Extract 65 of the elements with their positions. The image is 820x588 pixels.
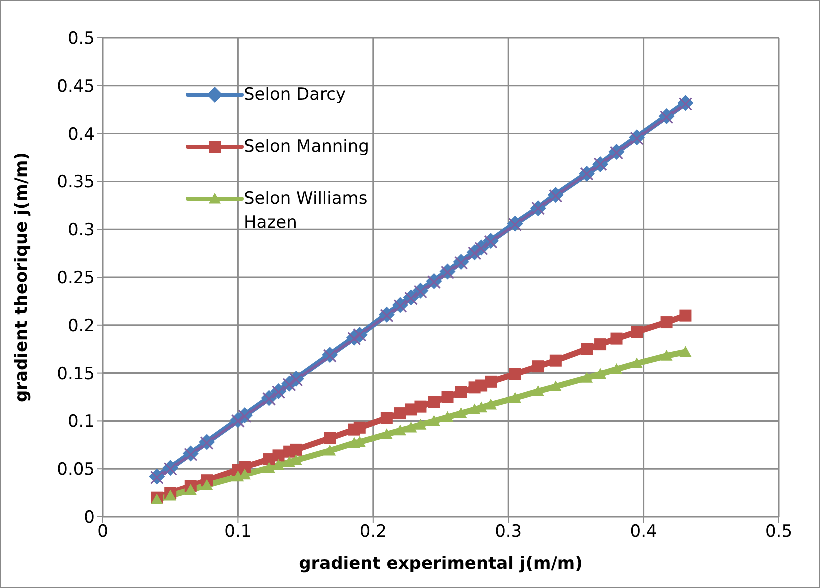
y-tick-label: 0.1 — [68, 412, 95, 432]
y-tick-label: 0.3 — [68, 220, 95, 241]
y-tick-label: 0.2 — [68, 316, 95, 336]
x-tick-label: 0.3 — [495, 522, 522, 542]
legend-label: Selon Williams Hazen — [244, 188, 369, 235]
point — [455, 408, 468, 418]
point — [324, 444, 336, 456]
point — [660, 350, 673, 361]
legend-label: Selon Darcy — [244, 84, 348, 107]
x-tick-label: 0.2 — [360, 522, 387, 542]
point — [594, 368, 607, 380]
point — [631, 326, 644, 338]
point — [610, 332, 623, 345]
y-tick-label: 0.25 — [57, 268, 95, 289]
point — [263, 462, 276, 473]
y-tick-label: 0.5 — [68, 29, 95, 50]
point — [485, 376, 498, 388]
point — [380, 428, 393, 440]
point — [405, 422, 418, 433]
point — [660, 316, 673, 329]
x-axis-title: gradient experimental j(m/m) — [299, 554, 583, 574]
point — [581, 372, 594, 383]
point — [272, 459, 285, 470]
point — [594, 338, 607, 351]
point — [184, 484, 197, 495]
y-tick-label: 0.4 — [68, 124, 95, 145]
legend-label: Selon Manning — [244, 136, 370, 159]
point — [380, 412, 393, 424]
point — [394, 424, 406, 436]
point — [455, 386, 468, 398]
point — [324, 432, 336, 444]
y-tick-label: 0.05 — [57, 460, 95, 480]
x-tick-label: 0.1 — [224, 522, 252, 542]
y-tick-label: 0.35 — [57, 172, 95, 193]
point — [428, 415, 440, 426]
point — [354, 422, 366, 434]
point — [631, 358, 644, 369]
point — [394, 408, 406, 420]
point — [581, 343, 594, 356]
point — [164, 490, 177, 501]
y-axis-title: gradient theorique j(m/m) — [12, 152, 32, 403]
x-tick-label: 0.4 — [630, 522, 658, 542]
point — [532, 360, 544, 373]
point — [509, 392, 522, 404]
point — [610, 363, 623, 374]
point — [550, 380, 562, 392]
point — [414, 400, 427, 413]
point — [238, 461, 251, 474]
point — [442, 411, 454, 422]
point — [680, 346, 692, 358]
point — [680, 310, 692, 322]
point — [201, 479, 214, 490]
point — [428, 396, 440, 408]
point — [442, 391, 454, 404]
point — [509, 368, 522, 380]
y-tick-label: 0.15 — [57, 364, 95, 384]
y-tick-label: 0 — [84, 508, 95, 528]
x-tick-label: 0 — [98, 522, 108, 542]
x-tick-label: 0.5 — [765, 522, 793, 542]
point — [290, 444, 302, 456]
point — [550, 354, 562, 367]
point — [414, 419, 427, 430]
y-tick-label: 0.45 — [57, 76, 95, 97]
point — [485, 398, 498, 410]
point — [532, 386, 544, 396]
